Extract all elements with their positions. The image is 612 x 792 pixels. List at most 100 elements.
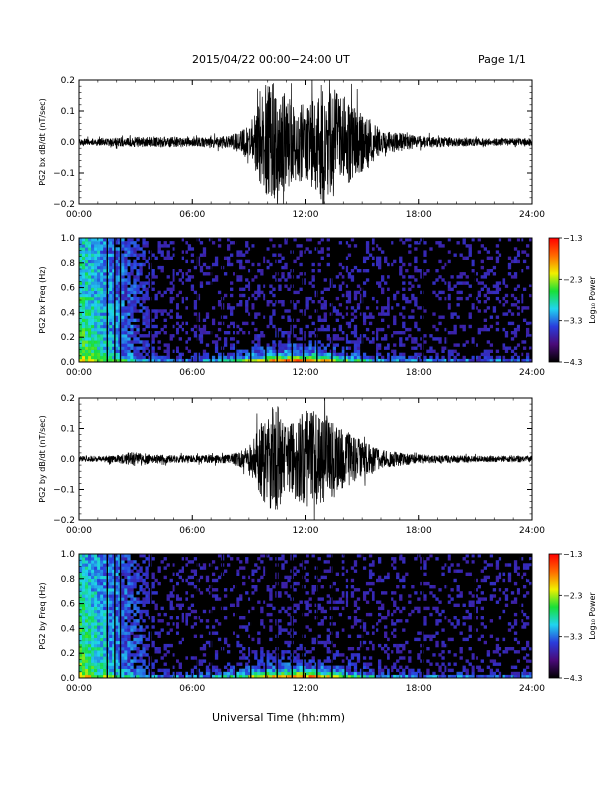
- spectrogram-cell: [136, 575, 140, 580]
- spectrogram-cell: [79, 557, 83, 561]
- spectrogram-cell: [184, 250, 189, 254]
- spectrogram-cell: [181, 603, 185, 607]
- spectrogram-cell: [519, 340, 524, 344]
- spectrogram-cell: [525, 306, 530, 310]
- spectrogram-cell: [248, 281, 252, 285]
- spectrogram-cell: [94, 612, 98, 617]
- spectrogram-cell: [465, 554, 469, 558]
- spectrogram-cell: [130, 665, 134, 669]
- spectrogram-cell: [175, 355, 179, 360]
- spectrogram-cell: [85, 296, 89, 301]
- spectrogram-cell: [239, 303, 243, 307]
- spectrogram-cell: [91, 656, 95, 660]
- spectrogram-cell: [293, 343, 297, 347]
- spectrogram-cell: [127, 609, 131, 614]
- spectrogram-cell: [112, 296, 116, 301]
- spectrogram-cell: [130, 659, 134, 663]
- spectrogram-cell: [91, 560, 95, 564]
- spectrogram-cell: [139, 346, 143, 350]
- spectrogram-cell: [115, 634, 119, 638]
- spectrogram-cell: [230, 306, 234, 310]
- spectrogram-cell: [417, 606, 421, 611]
- spectrogram-cell: [79, 656, 83, 660]
- spectrogram-cell: [263, 665, 267, 669]
- spectrogram-cell: [323, 569, 327, 573]
- spectrogram-cell: [97, 355, 101, 360]
- spectrogram-cell: [317, 346, 321, 350]
- spectrogram-cell: [459, 591, 463, 595]
- spectrogram-cell: [405, 296, 409, 301]
- spectrogram-cell: [516, 253, 521, 257]
- spectrogram-cell: [441, 566, 445, 570]
- spectrogram-cell: [79, 643, 83, 648]
- colorbar: [548, 237, 560, 363]
- spectrogram-cell: [474, 355, 478, 360]
- spectrogram-cell: [112, 569, 116, 573]
- spectrogram-cell: [127, 625, 131, 629]
- spectrogram-cell: [85, 569, 89, 573]
- spectrogram-cell: [121, 566, 125, 570]
- spectrogram-cell: [242, 355, 246, 360]
- spectrogram-cell: [377, 312, 382, 316]
- spectrogram-cell: [399, 656, 403, 660]
- spectrogram-cell: [82, 343, 86, 347]
- spectrogram-cell: [142, 591, 146, 595]
- spectrogram-cell: [516, 343, 521, 347]
- spectrogram-cell: [181, 557, 185, 561]
- spectrogram-cell: [121, 293, 125, 298]
- spectrogram-cell: [91, 578, 95, 583]
- spectrogram-cell: [441, 346, 445, 350]
- spectrogram-cell: [115, 606, 119, 611]
- spectrogram-cell: [471, 603, 475, 607]
- spectrogram-cell: [214, 650, 219, 654]
- spectrogram-cell: [109, 578, 113, 583]
- spectrogram-cell: [172, 349, 176, 353]
- spectrogram-cell: [257, 352, 261, 357]
- spectrogram-cell: [377, 671, 382, 676]
- spectrogram-cell: [133, 293, 137, 298]
- spectrogram-cell: [317, 300, 321, 304]
- spectrogram-cell: [82, 346, 86, 350]
- spectrogram-cell: [91, 334, 95, 338]
- spectrogram-cell: [338, 600, 343, 604]
- spectrogram-cell: [151, 318, 155, 322]
- spectrogram-cell: [483, 293, 487, 298]
- spectrogram-cell: [79, 603, 83, 607]
- spectrogram-cell: [402, 315, 406, 319]
- spectrogram-cell: [91, 674, 95, 679]
- spectrogram-cell: [350, 278, 355, 282]
- spectrogram-cell: [121, 631, 125, 635]
- y-tick-label: −0.2: [53, 516, 75, 526]
- spectrogram-cell: [320, 606, 324, 611]
- spectrogram-cell: [121, 256, 125, 260]
- spectrogram-cell: [368, 253, 373, 257]
- spectrogram-cell: [356, 597, 361, 601]
- spectrogram-cell: [82, 315, 86, 319]
- spectrogram-cell: [453, 284, 457, 288]
- spectrogram-cell: [272, 346, 276, 350]
- spectrogram-cell: [88, 303, 92, 307]
- spectrogram-cell: [332, 600, 336, 604]
- spectrogram-cell: [133, 334, 137, 338]
- spectrogram-cell: [91, 352, 95, 357]
- spectrogram-cell: [305, 600, 309, 604]
- spectrogram-cell: [91, 671, 95, 676]
- spectrogram-cell: [239, 566, 243, 570]
- spectrogram-cell: [266, 659, 270, 663]
- spectrogram-cell: [103, 296, 107, 301]
- spectrogram-cell: [100, 662, 104, 666]
- spectrogram-cell: [384, 259, 388, 264]
- spectrogram-cell: [145, 665, 149, 669]
- spectrogram-cell: [374, 337, 379, 341]
- spectrogram-cell: [184, 278, 189, 282]
- spectrogram-cell: [308, 650, 312, 654]
- spectrogram-cell: [293, 303, 297, 307]
- spectrogram-cell: [94, 594, 98, 598]
- spectrogram-cell: [317, 622, 321, 626]
- spectrogram-cell: [169, 600, 173, 604]
- spectrogram-cell: [480, 569, 484, 573]
- spectrogram-cell: [97, 581, 101, 586]
- spectrogram-cell: [151, 324, 155, 329]
- spectrogram-cell: [184, 674, 189, 679]
- spectrogram-cell: [139, 616, 143, 620]
